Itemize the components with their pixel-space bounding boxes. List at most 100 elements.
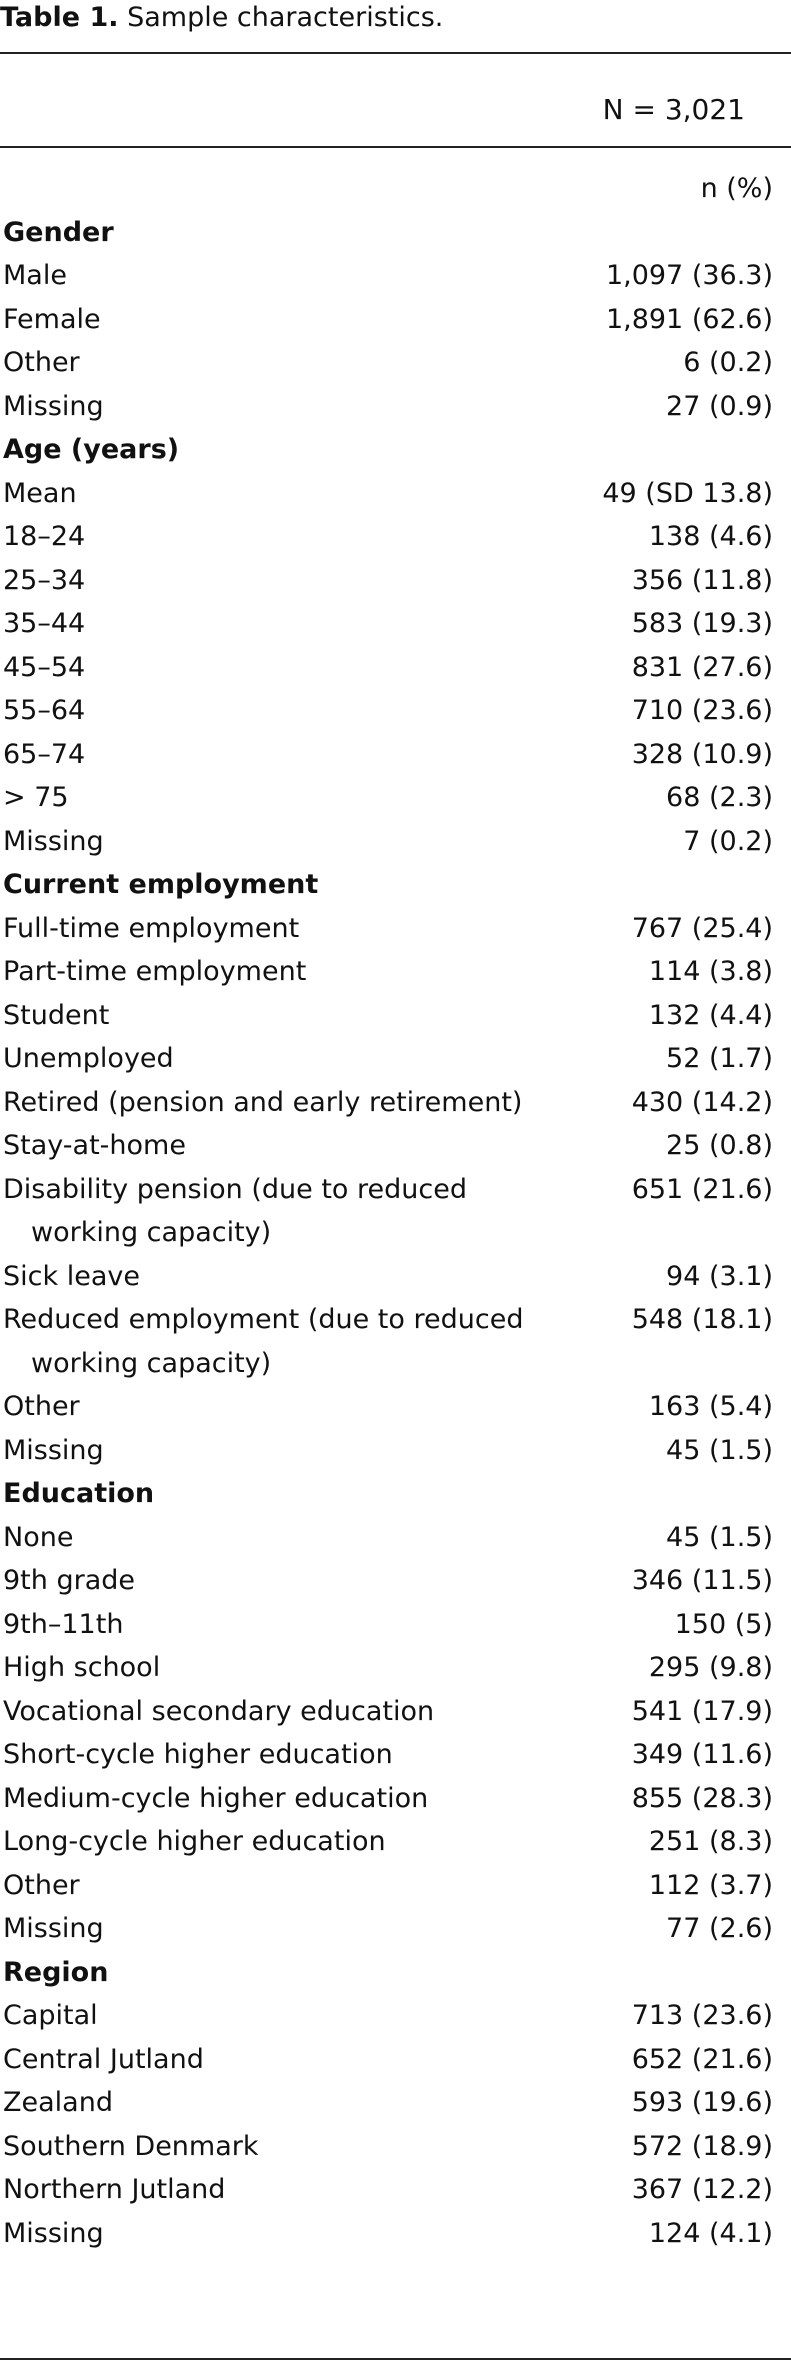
data-row: Missing 124 (4.1) xyxy=(3,2212,773,2256)
row-value: 132 (4.4) xyxy=(648,999,773,1031)
data-row: Other 112 (3.7) xyxy=(3,1864,773,1908)
row-value: 150 (5) xyxy=(674,1608,773,1640)
row-value: 356 (11.8) xyxy=(631,564,773,596)
row-value: 1,891 (62.6) xyxy=(605,303,773,335)
table-title: Table 1. Sample characteristics. xyxy=(0,0,443,40)
row-label: Zealand xyxy=(3,2087,113,2118)
row-value: 710 (23.6) xyxy=(631,695,773,726)
row-value: 541 (17.9) xyxy=(631,1695,773,1727)
data-row: > 75 68 (2.3) xyxy=(3,776,773,820)
row-value: 138 (4.6) xyxy=(648,521,773,552)
data-row: Part-time employment 114 (3.8) xyxy=(3,950,773,994)
data-row: Medium-cycle higher education 855 (28.3) xyxy=(3,1777,773,1821)
row-value: 367 (12.2) xyxy=(631,2174,773,2205)
row-label: 65–74 xyxy=(3,738,86,770)
row-label: > 75 xyxy=(3,782,69,813)
row-value: 349 (11.6) xyxy=(631,1739,773,1770)
row-label: 9th grade xyxy=(3,1565,135,1596)
row-label: Missing xyxy=(3,2217,104,2249)
row-label: Central Jutland xyxy=(3,2043,204,2075)
data-row: Other 6 (0.2) xyxy=(3,341,773,385)
section-row: Education xyxy=(3,1472,773,1516)
row-label: 45–54 xyxy=(3,651,86,683)
row-label: Male xyxy=(3,260,67,291)
row-value: 855 (28.3) xyxy=(631,1782,773,1814)
data-row: 35–44 583 (19.3) xyxy=(3,602,773,646)
blank-cell xyxy=(571,428,773,472)
data-row: Stay-at-home 25 (0.8) xyxy=(3,1124,773,1168)
row-value: 114 (3.8) xyxy=(648,956,773,987)
row-value: 52 (1.7) xyxy=(666,1043,773,1074)
row-value: 593 (19.6) xyxy=(631,2087,773,2118)
data-row: Missing 7 (0.2) xyxy=(3,820,773,864)
row-value: 25 (0.8) xyxy=(666,1130,773,1161)
data-row: Sick leave 94 (3.1) xyxy=(3,1255,773,1299)
row-label: 25–34 xyxy=(3,564,86,596)
data-row: Disability pension (due to reduced worki… xyxy=(3,1168,773,1255)
row-label: Full-time employment xyxy=(3,912,300,944)
data-row: Long-cycle higher education 251 (8.3) xyxy=(3,1820,773,1864)
row-label: Missing xyxy=(3,825,104,857)
row-label: 18–24 xyxy=(3,521,86,552)
data-row: Short-cycle higher education 349 (11.6) xyxy=(3,1733,773,1777)
section-row: Region xyxy=(3,1951,773,1995)
data-row: Vocational secondary education 541 (17.9) xyxy=(3,1690,773,1734)
row-value: 49 (SD 13.8) xyxy=(602,477,773,509)
row-value: 346 (11.5) xyxy=(631,1565,773,1596)
table-caption: Sample characteristics. xyxy=(127,2,444,33)
data-row: Mean 49 (SD 13.8) xyxy=(3,472,773,516)
row-value: 767 (25.4) xyxy=(631,912,773,944)
row-value: 652 (21.6) xyxy=(631,2043,773,2075)
row-label: Part-time employment xyxy=(3,956,307,987)
row-value: 163 (5.4) xyxy=(648,1391,773,1422)
row-label: Southern Denmark xyxy=(3,2130,259,2162)
data-row: Retired (pension and early retirement) 43… xyxy=(3,1081,773,1125)
data-row: Southern Denmark 572 (18.9) xyxy=(3,2125,773,2169)
row-value: 430 (14.2) xyxy=(631,1086,773,1118)
row-label: Disability pension (due to reduced worki… xyxy=(3,1173,467,1249)
row-value: 27 (0.9) xyxy=(666,390,773,422)
blank-cell xyxy=(571,211,773,255)
row-label: Other xyxy=(3,1869,80,1901)
section-heading: Gender xyxy=(3,216,114,248)
section-row: Current employment xyxy=(3,863,773,907)
row-label: Medium-cycle higher education xyxy=(3,1782,429,1814)
row-label: Missing xyxy=(3,1434,104,1466)
row-value: 1,097 (36.3) xyxy=(605,260,773,291)
row-value: 548 (18.1) xyxy=(631,1304,773,1335)
row-label: Female xyxy=(3,303,101,335)
row-label: Capital xyxy=(3,2000,98,2031)
row-label: Northern Jutland xyxy=(3,2174,226,2205)
row-label: Student xyxy=(3,999,110,1031)
row-value: 45 (1.5) xyxy=(666,1434,773,1466)
row-value: 328 (10.9) xyxy=(631,738,773,770)
data-row: 45–54 831 (27.6) xyxy=(3,646,773,690)
data-row: 65–74 328 (10.9) xyxy=(3,733,773,777)
sample-size: N = 3,021 xyxy=(602,93,745,126)
data-row: Missing 45 (1.5) xyxy=(3,1429,773,1473)
section-heading: Region xyxy=(3,1956,109,1988)
data-row: 25–34 356 (11.8) xyxy=(3,559,773,603)
row-value: 295 (9.8) xyxy=(648,1652,773,1683)
row-label: Long-cycle higher education xyxy=(3,1826,386,1857)
row-value: 124 (4.1) xyxy=(648,2217,773,2249)
row-label: Sick leave xyxy=(3,1260,140,1292)
unit-label: n (%) xyxy=(700,173,773,204)
data-row: Reduced employment (due to reduced worki… xyxy=(3,1298,773,1385)
data-row: High school 295 (9.8) xyxy=(3,1646,773,1690)
row-label: Retired (pension and early retirement) xyxy=(3,1086,523,1118)
row-label: High school xyxy=(3,1652,161,1683)
row-value: 7 (0.2) xyxy=(683,825,773,857)
row-value: 583 (19.3) xyxy=(631,608,773,639)
data-row: Full-time employment 767 (25.4) xyxy=(3,907,773,951)
header-rule xyxy=(0,146,791,148)
blank-cell xyxy=(571,1472,773,1516)
section-row: Age (years) xyxy=(3,428,773,472)
row-value: 251 (8.3) xyxy=(648,1826,773,1857)
row-value: 45 (1.5) xyxy=(666,1521,773,1553)
row-label: Other xyxy=(3,347,80,378)
data-row: Other 163 (5.4) xyxy=(3,1385,773,1429)
row-label: 35–44 xyxy=(3,608,86,639)
row-label: Other xyxy=(3,1391,80,1422)
